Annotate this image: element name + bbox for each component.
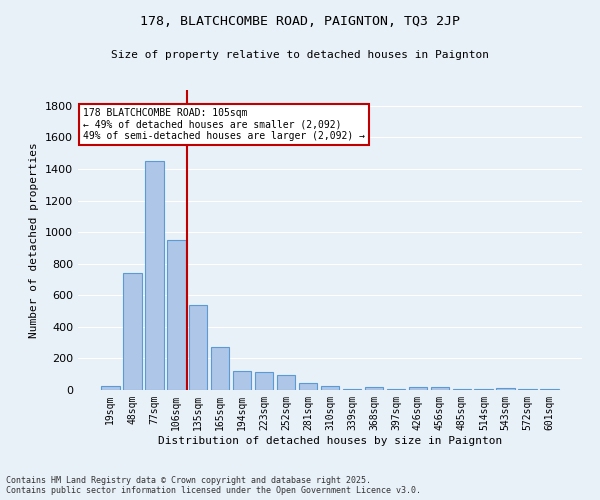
Text: Size of property relative to detached houses in Paignton: Size of property relative to detached ho…: [111, 50, 489, 60]
Bar: [496, 388, 515, 390]
Bar: [167, 240, 185, 390]
Text: Contains HM Land Registry data © Crown copyright and database right 2025.
Contai: Contains HM Land Registry data © Crown c…: [6, 476, 421, 495]
Bar: [452, 389, 471, 390]
X-axis label: Distribution of detached houses by size in Paignton: Distribution of detached houses by size …: [158, 436, 502, 446]
Bar: [101, 386, 119, 390]
Bar: [518, 389, 537, 390]
Bar: [277, 375, 295, 390]
Bar: [211, 346, 229, 390]
Bar: [343, 389, 361, 390]
Bar: [299, 384, 317, 390]
Bar: [409, 387, 427, 390]
Bar: [386, 389, 405, 390]
Bar: [475, 389, 493, 390]
Bar: [365, 387, 383, 390]
Text: 178 BLATCHCOMBE ROAD: 105sqm
← 49% of detached houses are smaller (2,092)
49% of: 178 BLATCHCOMBE ROAD: 105sqm ← 49% of de…: [83, 108, 365, 141]
Bar: [123, 273, 142, 390]
Bar: [541, 389, 559, 390]
Bar: [255, 372, 274, 390]
Bar: [145, 161, 164, 390]
Bar: [189, 304, 208, 390]
Bar: [233, 371, 251, 390]
Bar: [431, 387, 449, 390]
Bar: [320, 386, 340, 390]
Y-axis label: Number of detached properties: Number of detached properties: [29, 142, 40, 338]
Text: 178, BLATCHCOMBE ROAD, PAIGNTON, TQ3 2JP: 178, BLATCHCOMBE ROAD, PAIGNTON, TQ3 2JP: [140, 15, 460, 28]
